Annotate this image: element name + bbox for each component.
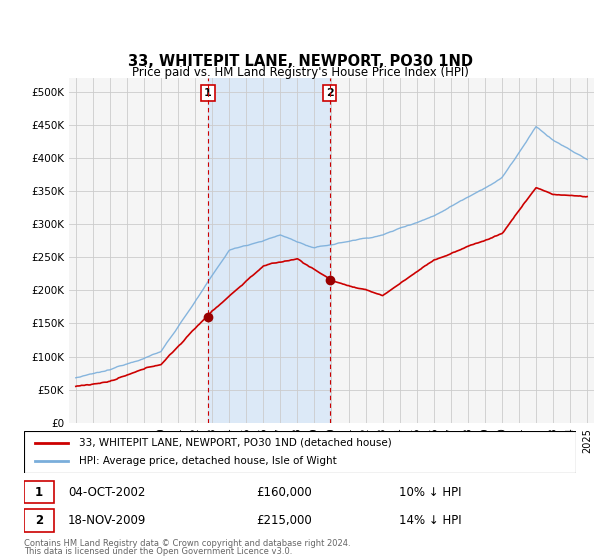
Text: £160,000: £160,000 (256, 486, 311, 499)
Text: £215,000: £215,000 (256, 514, 311, 527)
Bar (24, 510, 55, 532)
Text: HPI: Average price, detached house, Isle of Wight: HPI: Average price, detached house, Isle… (79, 456, 337, 466)
Bar (24, 481, 55, 503)
Text: Price paid vs. HM Land Registry's House Price Index (HPI): Price paid vs. HM Land Registry's House … (131, 66, 469, 80)
Text: 04-OCT-2002: 04-OCT-2002 (68, 486, 146, 499)
Text: 33, WHITEPIT LANE, NEWPORT, PO30 1ND (detached house): 33, WHITEPIT LANE, NEWPORT, PO30 1ND (de… (79, 438, 392, 448)
Text: Contains HM Land Registry data © Crown copyright and database right 2024.: Contains HM Land Registry data © Crown c… (24, 539, 350, 548)
Text: 1: 1 (204, 88, 212, 98)
Text: 2: 2 (35, 514, 43, 527)
Bar (208, 78, 330, 423)
Text: 33, WHITEPIT LANE, NEWPORT, PO30 1ND: 33, WHITEPIT LANE, NEWPORT, PO30 1ND (128, 54, 473, 69)
Text: This data is licensed under the Open Government Licence v3.0.: This data is licensed under the Open Gov… (24, 548, 292, 557)
Text: 10% ↓ HPI: 10% ↓ HPI (400, 486, 462, 499)
Text: 2: 2 (326, 88, 334, 98)
Text: 14% ↓ HPI: 14% ↓ HPI (400, 514, 462, 527)
Text: 18-NOV-2009: 18-NOV-2009 (68, 514, 146, 527)
Text: 1: 1 (35, 486, 43, 499)
